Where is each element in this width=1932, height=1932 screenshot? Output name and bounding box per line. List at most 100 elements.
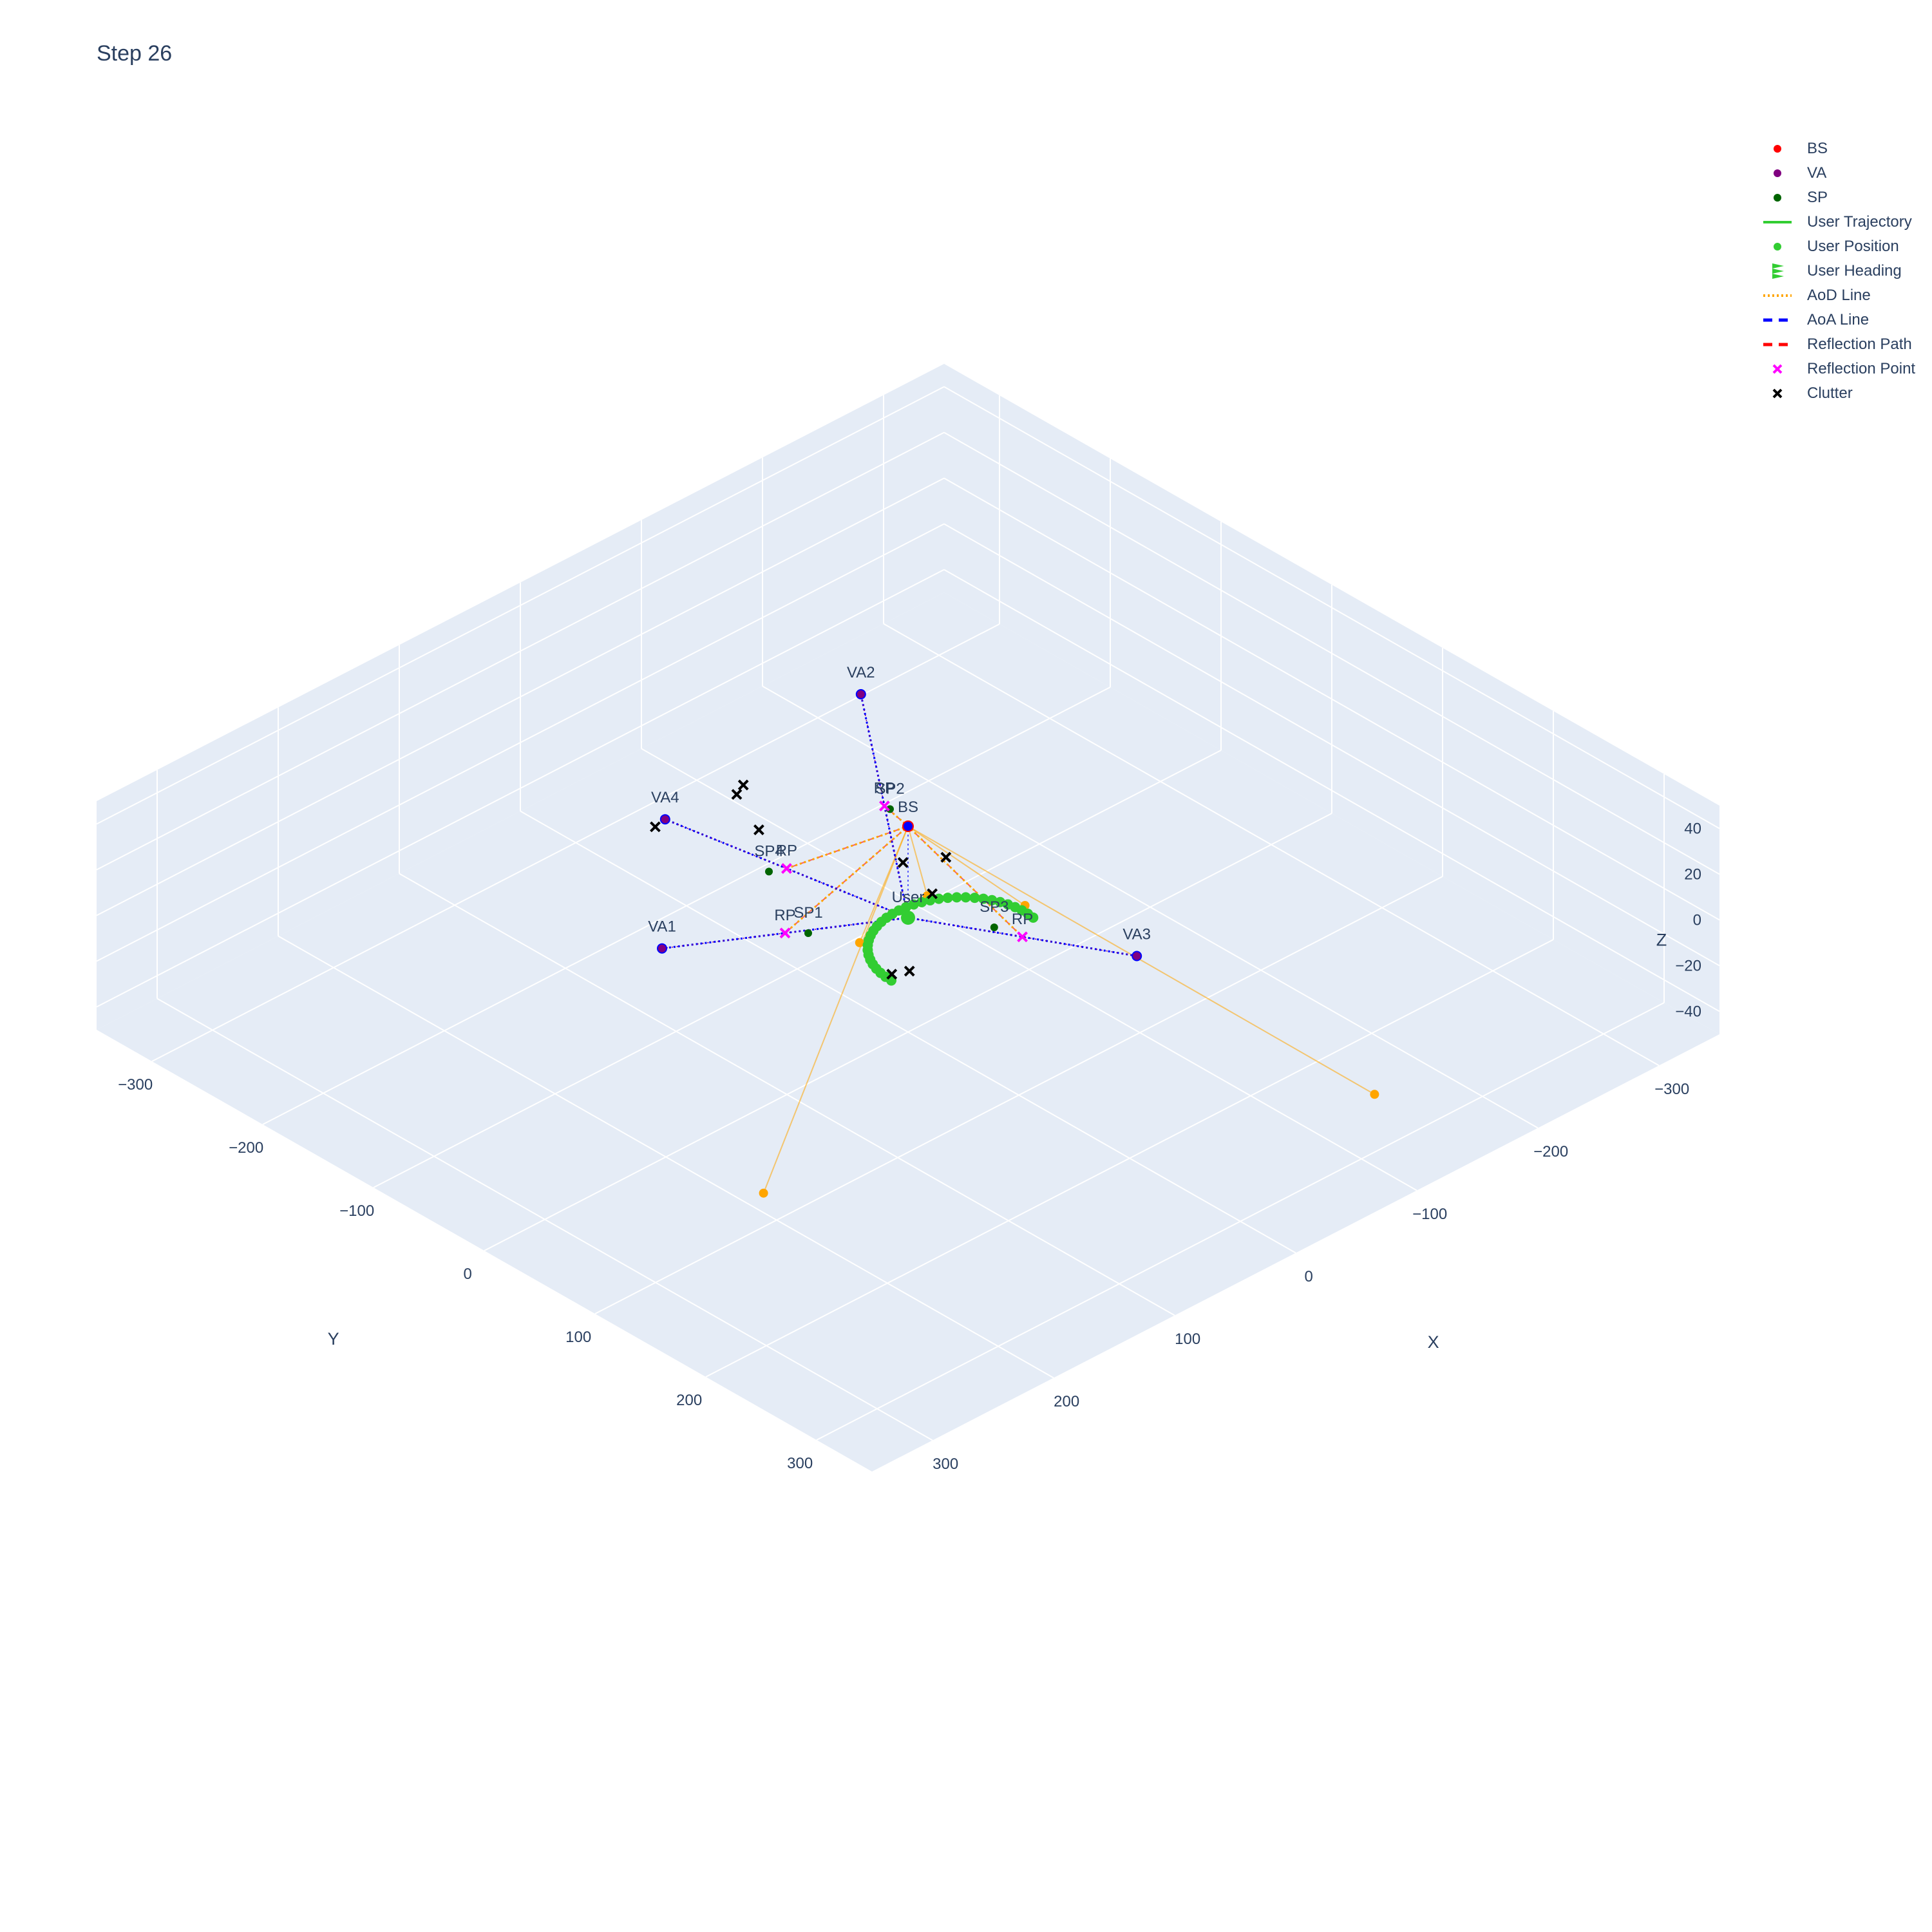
- clutter-point: [886, 969, 898, 980]
- va-point: [857, 690, 865, 698]
- clutter-point: [897, 857, 909, 868]
- clutter-point: [927, 888, 938, 900]
- grid-line: [96, 386, 945, 825]
- user-label: User: [892, 889, 925, 906]
- legend-item[interactable]: User Position: [1758, 234, 1915, 259]
- user-position-history: [908, 899, 919, 910]
- legend-item[interactable]: User Heading: [1758, 259, 1915, 283]
- grid-line: [278, 935, 1054, 1379]
- aod-endpoint: [855, 938, 864, 947]
- legend-label: BS: [1807, 140, 1828, 157]
- x-tick-label: −100: [339, 1202, 374, 1220]
- legend-label: Reflection Path: [1807, 336, 1912, 353]
- legend-item[interactable]: User Trajectory: [1758, 210, 1915, 234]
- legend-label: AoA Line: [1807, 311, 1870, 328]
- aod-line: [907, 825, 1023, 938]
- sp-point: [990, 923, 998, 931]
- reflection-point: [781, 863, 792, 875]
- z-tick-label: −40: [1675, 1003, 1701, 1021]
- legend-label: VA: [1807, 164, 1827, 182]
- legend-swatch-icon: [1758, 308, 1797, 332]
- grid-line: [943, 569, 1720, 1012]
- user-position-history: [987, 895, 998, 905]
- va-label: VA1: [648, 918, 676, 936]
- reflection-point: [779, 927, 791, 939]
- bs-aoa-marker: [904, 822, 913, 831]
- aod-line: [907, 826, 1026, 906]
- bs-label: BS: [898, 799, 918, 816]
- clutter-point: [753, 824, 764, 836]
- rp-label: RP: [774, 907, 795, 924]
- aod-line: [762, 826, 909, 1194]
- grid-line: [156, 998, 933, 1441]
- va-label: VA4: [651, 789, 679, 806]
- va-label: VA2: [847, 664, 875, 681]
- z-tick-label: −20: [1675, 958, 1701, 975]
- legend-swatch-icon: [1758, 185, 1797, 210]
- legend-swatch-icon: [1758, 283, 1797, 308]
- user-position-history: [994, 896, 1005, 907]
- legend-swatch-icon: [1758, 161, 1797, 185]
- legend-label: Clutter: [1807, 384, 1853, 402]
- y-tick-label: 100: [1175, 1331, 1200, 1348]
- legend-swatch-icon: [1758, 210, 1797, 234]
- rp-label: RP: [776, 842, 797, 860]
- legend-swatch-icon: [1758, 332, 1797, 357]
- x-tick-label: −200: [229, 1139, 263, 1157]
- clutter-point: [731, 789, 743, 800]
- plot-scene[interactable]: −300−200−1000100200300−300−200−100010020…: [96, 364, 1720, 1473]
- legend-item[interactable]: Reflection Path: [1758, 332, 1915, 357]
- aod-line: [907, 826, 928, 896]
- legend-label: AoD Line: [1807, 287, 1871, 304]
- y-tick-label: −200: [1533, 1143, 1568, 1160]
- sp-point: [804, 929, 812, 937]
- z-tick-label: 20: [1684, 866, 1701, 884]
- va-label: VA3: [1122, 926, 1151, 943]
- x-tick-label: 0: [464, 1265, 472, 1283]
- sp-label: SP2: [875, 780, 904, 797]
- z-tick-label: 40: [1684, 820, 1701, 838]
- legend-label: User Trajectory: [1807, 213, 1912, 231]
- reflection-point: [1017, 931, 1028, 943]
- va-point: [658, 944, 666, 952]
- rp-label: RP: [1012, 911, 1033, 928]
- clutter-point: [737, 779, 749, 791]
- user-position-history: [942, 893, 953, 904]
- grid-line: [943, 523, 1720, 967]
- sp-point: [765, 867, 773, 876]
- legend-item[interactable]: AoD Line: [1758, 283, 1915, 308]
- chart-title: Step 26: [97, 41, 173, 66]
- y-tick-label: 300: [933, 1455, 958, 1473]
- legend-item[interactable]: Clutter: [1758, 381, 1915, 406]
- legend-item[interactable]: SP: [1758, 185, 1915, 210]
- legend-item[interactable]: VA: [1758, 161, 1915, 185]
- sp-label: SP4: [754, 842, 783, 860]
- aod-endpoint: [759, 1188, 768, 1198]
- legend-item[interactable]: BS: [1758, 137, 1915, 161]
- x-axis-title: X: [1428, 1332, 1439, 1352]
- legend-swatch-icon: [1758, 137, 1797, 161]
- y-axis-title: Y: [328, 1329, 339, 1349]
- z-axis-title: Z: [1656, 931, 1667, 950]
- x-tick-label: 100: [565, 1329, 591, 1346]
- sp-label: SP1: [793, 904, 822, 922]
- aod-line: [784, 825, 909, 934]
- legend-swatch-icon: [1758, 234, 1797, 259]
- grid-line: [96, 477, 945, 916]
- grid-line: [96, 431, 945, 871]
- user-point: [901, 911, 915, 925]
- user-position-history: [960, 892, 971, 903]
- user-position-history: [1028, 912, 1039, 923]
- y-tick-label: −100: [1412, 1206, 1447, 1223]
- legend-swatch-icon: [1758, 259, 1797, 283]
- aod-line: [786, 825, 909, 870]
- legend-item[interactable]: Reflection Point: [1758, 357, 1915, 381]
- clutter-point: [904, 965, 915, 977]
- y-tick-label: 200: [1054, 1393, 1079, 1410]
- legend-label: Reflection Point: [1807, 360, 1916, 377]
- legend: BS VA SP User Trajectory User Position User H…: [1758, 137, 1915, 406]
- legend-item[interactable]: AoA Line: [1758, 308, 1915, 332]
- aod-endpoint: [1370, 1090, 1379, 1099]
- clutter-point: [940, 851, 952, 863]
